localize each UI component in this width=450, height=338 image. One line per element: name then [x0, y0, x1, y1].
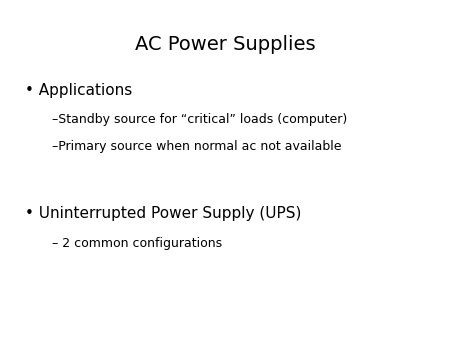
Text: • Applications: • Applications [25, 83, 132, 98]
Text: AC Power Supplies: AC Power Supplies [135, 35, 315, 54]
Text: –Standby source for “critical” loads (computer): –Standby source for “critical” loads (co… [52, 113, 347, 126]
Text: –Primary source when normal ac not available: –Primary source when normal ac not avail… [52, 140, 341, 153]
Text: • Uninterrupted Power Supply (UPS): • Uninterrupted Power Supply (UPS) [25, 206, 301, 221]
Text: – 2 common configurations: – 2 common configurations [52, 237, 222, 249]
